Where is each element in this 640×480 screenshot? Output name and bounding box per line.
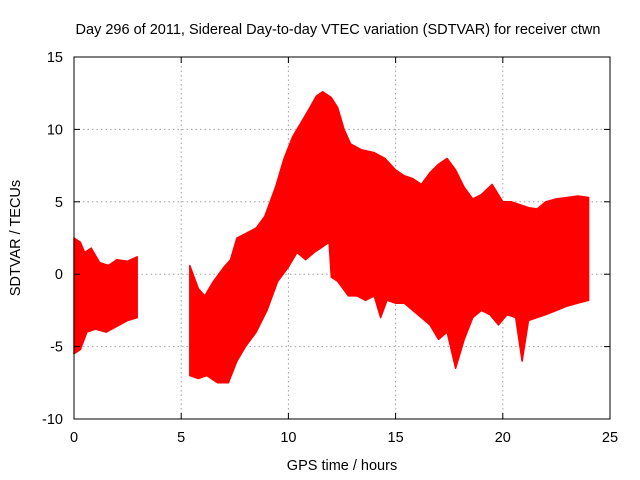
y-tick-label: 15 — [47, 50, 63, 66]
x-tick-label: 20 — [495, 430, 511, 446]
plot-area — [73, 91, 590, 384]
y-tick-label: 10 — [47, 122, 63, 138]
tick-marks — [73, 56, 611, 420]
series-segment-1 — [73, 237, 138, 355]
y-tick-label: -10 — [42, 412, 63, 428]
x-tick-label: 25 — [602, 430, 618, 446]
series-segment-2 — [189, 91, 590, 384]
x-tick-label: 5 — [177, 430, 185, 446]
x-tick-label: 15 — [388, 430, 404, 446]
plot-frame — [73, 56, 611, 420]
y-tick-label: -5 — [50, 340, 63, 356]
y-tick-label: 0 — [55, 267, 63, 283]
chart-title: Day 296 of 2011, Sidereal Day-to-day VTE… — [76, 22, 601, 38]
tick-labels: 0 5 10 15 20 25 -10 -5 0 5 10 15 — [42, 50, 618, 446]
x-tick-label: 0 — [70, 430, 78, 446]
y-axis-label: SDTVAR / TECUs — [8, 180, 24, 296]
x-tick-label: 10 — [280, 430, 296, 446]
y-tick-label: 5 — [55, 195, 63, 211]
x-axis-label: GPS time / hours — [287, 458, 397, 474]
